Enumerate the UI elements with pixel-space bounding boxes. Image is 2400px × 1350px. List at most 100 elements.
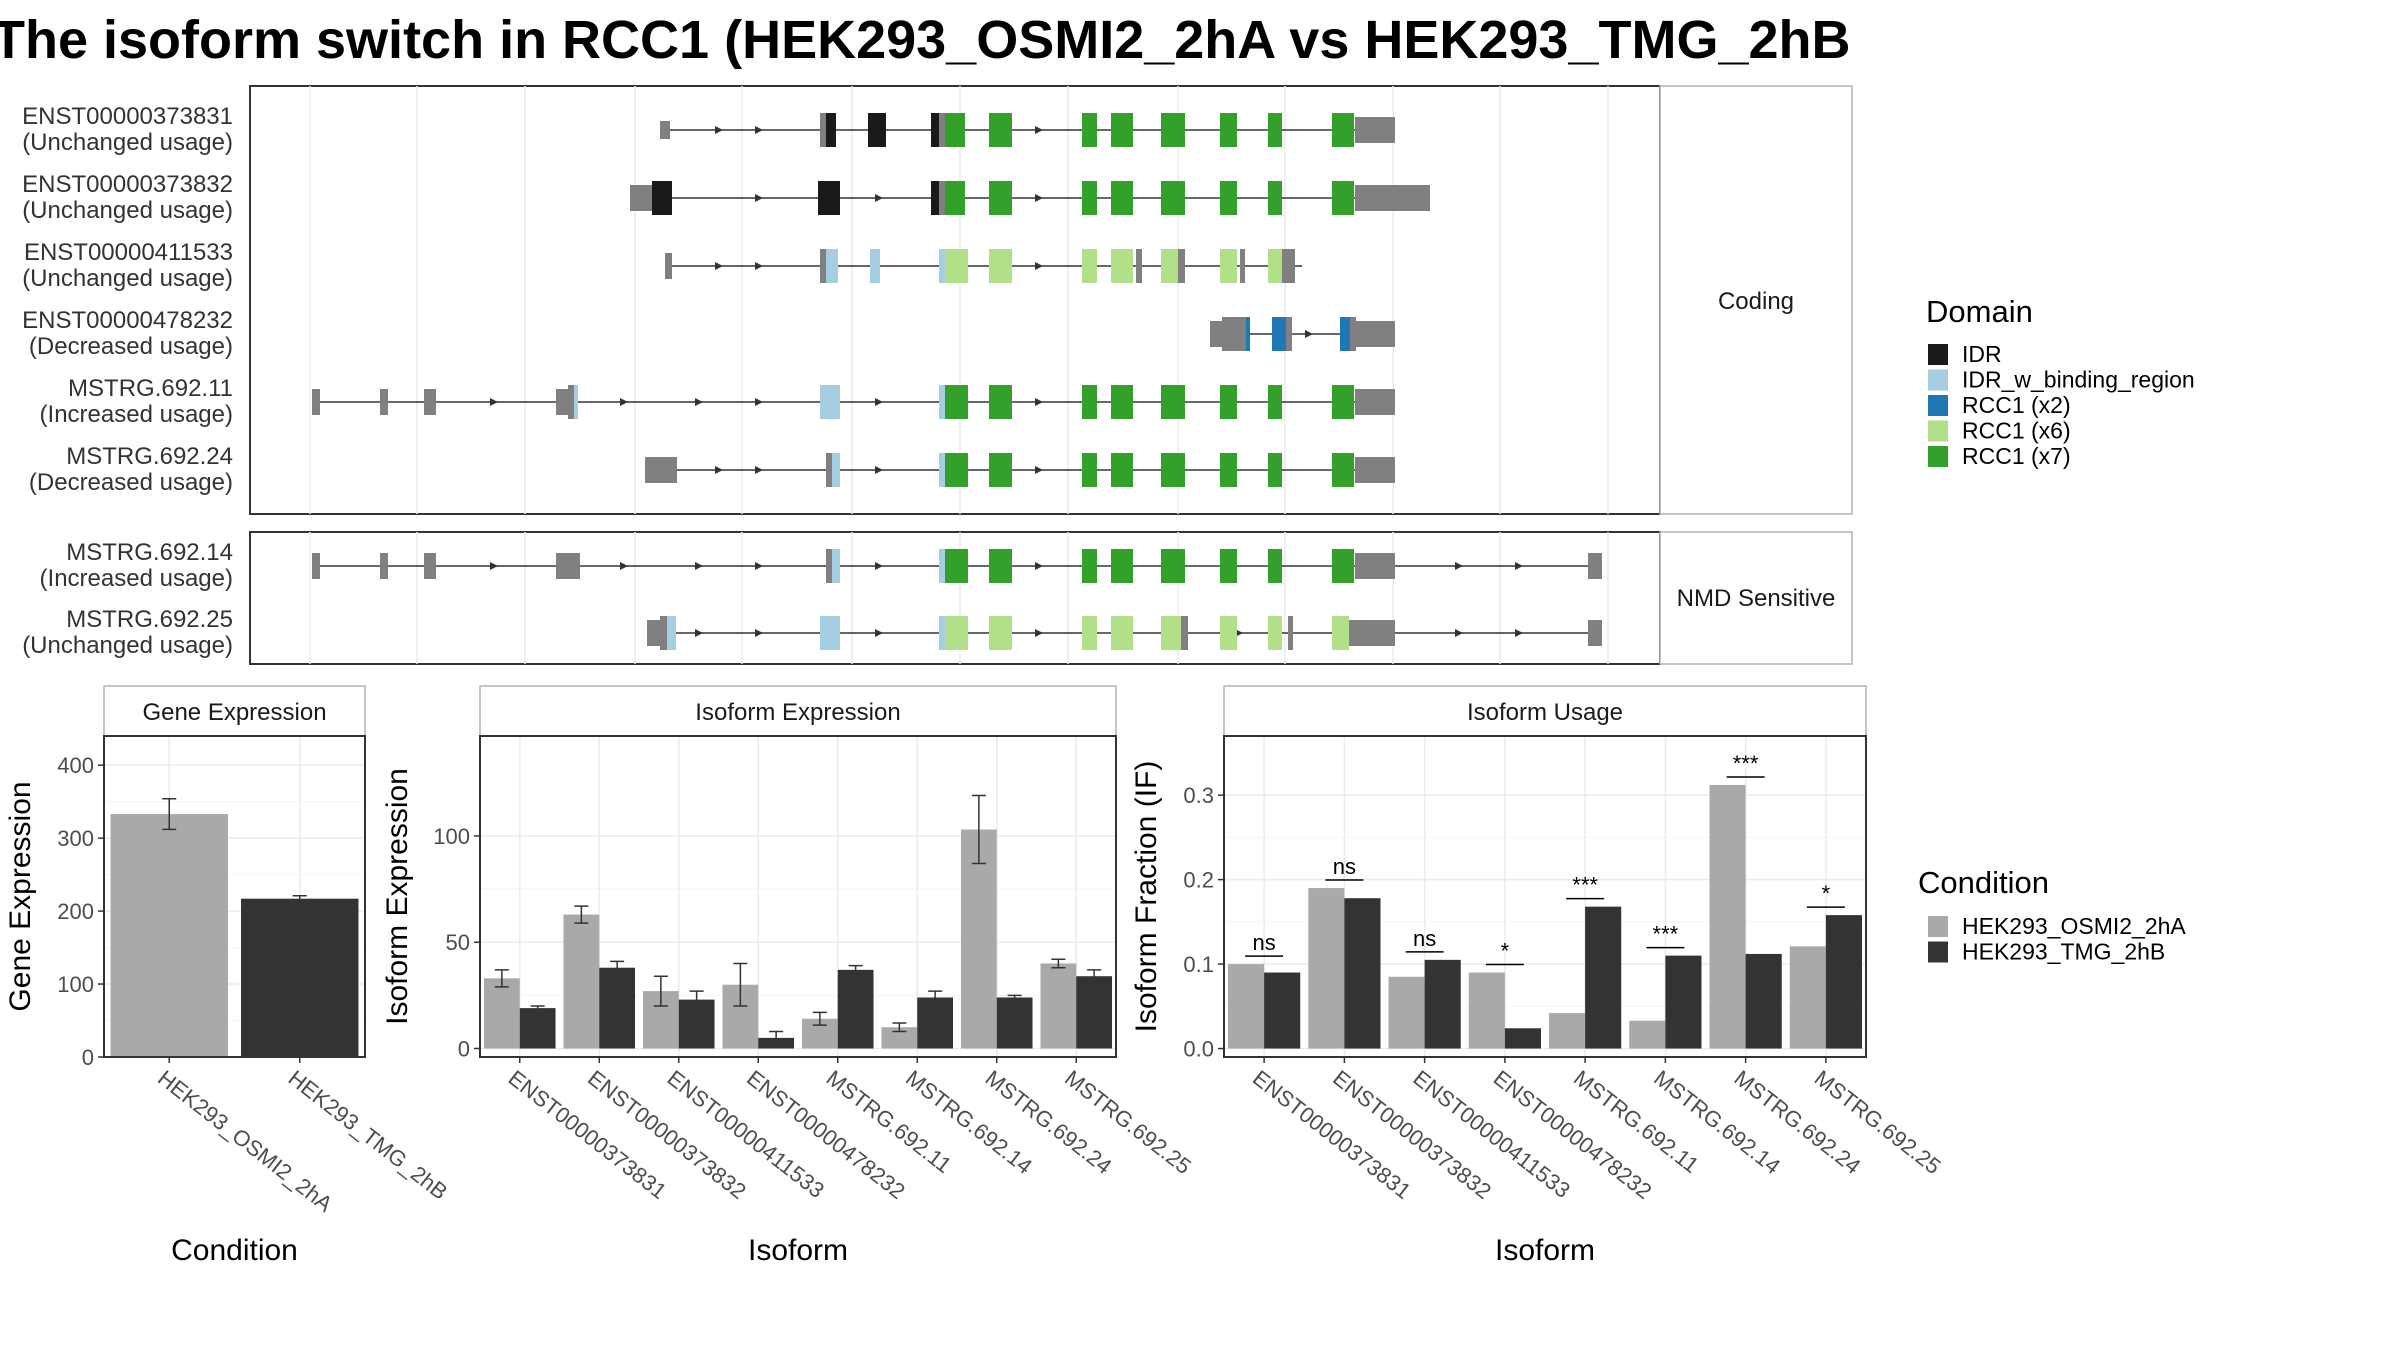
transcript-row: MSTRG.692.24(Decreased usage) <box>29 443 1395 496</box>
direction-arrow <box>1035 562 1043 570</box>
exon-block <box>1082 181 1097 215</box>
utr-block <box>1355 117 1395 143</box>
exon-block <box>989 249 1012 283</box>
isoform-usage-chart: Isoform Usagensnsns***********0.00.10.20… <box>1130 685 1946 1267</box>
y-tick-label: 0 <box>82 1045 94 1070</box>
transcript-row: ENST00000373832(Unchanged usage) <box>22 171 1430 224</box>
transcript-usage: (Increased usage) <box>40 565 233 592</box>
coding-strip-label: Coding <box>1718 288 1794 315</box>
exon-block <box>1220 385 1237 419</box>
exon-block <box>1161 549 1185 583</box>
data-bar <box>1504 1028 1541 1049</box>
exon-block <box>1161 616 1181 650</box>
exon-block <box>945 249 968 283</box>
utr-block <box>1356 321 1395 347</box>
transcript-usage: (Unchanged usage) <box>22 197 233 224</box>
figure-title: The isoform switch in RCC1 (HEK293_OSMI2… <box>0 10 1851 70</box>
condition-legend-label: HEK293_TMG_2hB <box>1962 939 2165 965</box>
exon-block <box>1286 317 1292 351</box>
exon-block <box>1332 181 1354 215</box>
data-bar <box>1344 898 1381 1049</box>
direction-arrow <box>755 398 763 406</box>
exon-block <box>665 253 672 279</box>
transcript-id: MSTRG.692.14 <box>66 539 233 566</box>
data-bar <box>1789 946 1826 1049</box>
direction-arrow <box>695 629 703 637</box>
nmd-strip-label: NMD Sensitive <box>1677 585 1836 612</box>
direction-arrow <box>1305 330 1313 338</box>
data-bar <box>1040 963 1077 1049</box>
exon-block <box>1288 616 1293 650</box>
transcript-row: MSTRG.692.14(Increased usage) <box>40 539 1602 592</box>
exon-block <box>818 181 840 215</box>
exon-block <box>1220 453 1237 487</box>
direction-arrow <box>1515 562 1523 570</box>
exon-block <box>945 113 965 147</box>
condition-legend-label: HEK293_OSMI2_2hA <box>1962 913 2186 939</box>
exon-block <box>989 113 1012 147</box>
condition-legend-swatch <box>1928 916 1948 937</box>
exon-block <box>989 385 1012 419</box>
utr-block <box>1588 620 1602 646</box>
coding-strip-box <box>1659 85 1853 515</box>
exon-block <box>1220 616 1237 650</box>
utr-block <box>1355 553 1395 579</box>
transcript-id: MSTRG.692.11 <box>68 375 233 402</box>
exon-block <box>1161 453 1185 487</box>
y-tick-label: 100 <box>433 824 470 849</box>
condition-legend-swatch <box>1928 941 1948 963</box>
data-bar <box>917 997 954 1049</box>
exon-block <box>939 616 945 650</box>
chart-frame <box>1223 735 1867 1058</box>
data-bar <box>1629 1020 1666 1049</box>
data-bar <box>241 898 359 1057</box>
data-bar <box>563 914 600 1049</box>
exon-block <box>1332 113 1354 147</box>
domain-legend-label: RCC1 (x6) <box>1962 418 2071 444</box>
error-bar <box>530 1005 545 1011</box>
exon-block <box>1268 181 1282 215</box>
data-bar <box>1388 976 1425 1049</box>
error-bar <box>1087 969 1102 984</box>
exon-block <box>1332 453 1354 487</box>
exon-block <box>989 181 1012 215</box>
exon-block <box>945 453 968 487</box>
exon-block <box>939 453 945 487</box>
exon-block <box>660 616 667 650</box>
domain-legend-label: IDR <box>1962 341 2002 367</box>
domain-legend-swatch <box>1928 420 1948 442</box>
data-bar <box>881 1027 918 1049</box>
exon-block <box>1332 549 1354 583</box>
x-axis-label: Isoform <box>1495 1234 1595 1267</box>
error-bar <box>292 895 307 903</box>
domain-legend-label: IDR_w_binding_region <box>1962 367 2195 393</box>
data-bar <box>1549 1013 1586 1049</box>
direction-arrow <box>695 562 703 570</box>
exon-block <box>1268 616 1282 650</box>
data-bar <box>1076 976 1113 1049</box>
x-axis-label: Isoform <box>748 1234 848 1267</box>
exon-block <box>939 549 945 583</box>
isoform-expression-chart: Isoform Expression050100ENST00000373831E… <box>381 685 1196 1267</box>
data-bar <box>1709 784 1746 1049</box>
exon-block <box>1268 113 1282 147</box>
exon-block <box>1240 249 1245 283</box>
exon-block <box>645 457 677 483</box>
transcript-row: MSTRG.692.11(Increased usage) <box>40 375 1395 428</box>
direction-arrow <box>620 562 628 570</box>
direction-arrow <box>490 562 498 570</box>
y-tick-label: 400 <box>57 753 94 778</box>
exon-block <box>556 389 568 415</box>
exon-block <box>1222 317 1246 351</box>
significance-label: * <box>1822 881 1831 906</box>
condition-legend-title: Condition <box>1918 865 2049 900</box>
exon-block <box>1136 249 1142 283</box>
direction-arrow <box>1035 466 1043 474</box>
exon-block <box>424 553 436 579</box>
significance-label: ns <box>1413 926 1436 951</box>
exon-block <box>820 616 840 650</box>
exon-block <box>1220 181 1237 215</box>
exon-block <box>647 620 660 646</box>
data-bar <box>996 997 1033 1049</box>
